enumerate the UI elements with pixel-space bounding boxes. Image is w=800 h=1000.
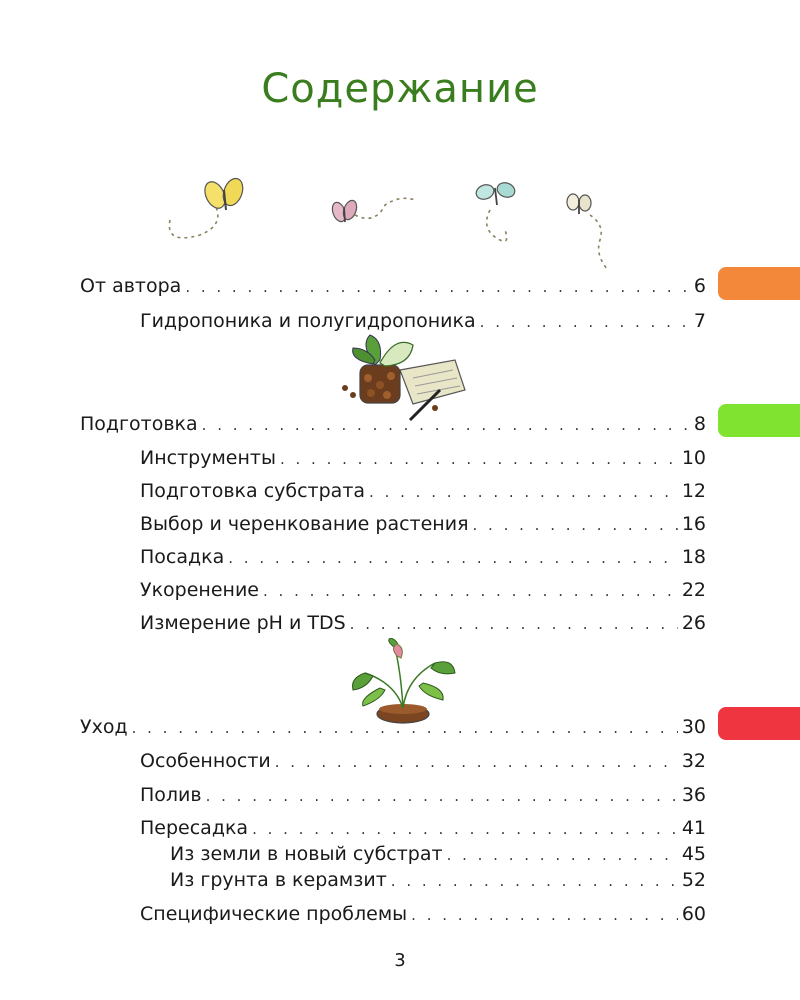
toc-entry-page: 18 (681, 546, 706, 568)
toc-entry[interactable]: От автора 6 (80, 275, 706, 297)
leader-dots (473, 516, 678, 534)
toc-entry-label: Посадка (140, 546, 225, 568)
toc-entry[interactable]: Особенности 32 (140, 750, 706, 772)
toc-entry-page: 6 (693, 275, 706, 297)
page-number: 3 (394, 950, 406, 971)
toc-entry-page: 32 (681, 750, 706, 772)
toc-entry-label: Измерение pH и TDS (140, 612, 346, 634)
blue-butterfly-icon (475, 182, 516, 206)
toc-entry-label: От автора (80, 275, 182, 297)
leader-dots (132, 719, 678, 737)
leader-dots (275, 753, 678, 771)
toc-entry-label: Уход (80, 716, 128, 738)
leader-dots (350, 615, 678, 633)
page-title: Содержание (261, 66, 539, 112)
toc-entry[interactable]: Из земли в новый субстрат 45 (170, 843, 706, 865)
toc-entry-page: 26 (681, 612, 706, 634)
toc-entry[interactable]: Уход 30 (80, 716, 706, 738)
white-butterfly-icon (566, 193, 592, 214)
toc-entry[interactable]: Посадка 18 (140, 546, 706, 568)
toc-entry[interactable]: Подготовка субстрата 12 (140, 480, 706, 502)
leader-dots (447, 846, 678, 864)
leader-dots (480, 313, 690, 331)
plant-jar-illustration (342, 334, 466, 422)
toc-entry-label: Гидропоника и полугидропоника (140, 310, 476, 332)
butterflies-illustration (168, 177, 609, 271)
toc-entry[interactable]: Выбор и черенкование растения 16 (140, 513, 706, 535)
leader-dots (369, 483, 678, 501)
toc-entry-label: Инструменты (140, 447, 276, 469)
toc-entry-label: Выбор и черенкование растения (140, 513, 469, 535)
leader-dots (228, 549, 678, 567)
toc-entry-label: Подготовка (80, 413, 198, 435)
toc-entry[interactable]: Гидропоника и полугидропоника 7 (140, 310, 706, 332)
toc-entry-page: 16 (681, 513, 706, 535)
toc-entry-label: Особенности (140, 750, 271, 772)
toc-entry[interactable]: Из грунта в керамзит 52 (170, 869, 706, 891)
toc-entry[interactable]: Подготовка 8 (80, 413, 706, 435)
toc-entry-page: 45 (681, 843, 706, 865)
leader-dots (252, 820, 678, 838)
leader-dots (263, 582, 678, 600)
potted-plant-illustration (352, 638, 456, 724)
toc-entry-label: Подготовка субстрата (140, 480, 366, 502)
toc-entry[interactable]: Укоренение 22 (140, 579, 706, 601)
leader-dots (411, 906, 678, 924)
toc-entry-page: 7 (693, 310, 706, 332)
toc-entry[interactable]: Измерение pH и TDS 26 (140, 612, 706, 634)
toc-entry[interactable]: Специфические проблемы 60 (140, 903, 706, 925)
section-tab-green (718, 404, 800, 437)
leader-dots (280, 450, 678, 468)
toc-entry[interactable]: Пересадка 41 (140, 817, 706, 839)
toc-entry-page: 52 (681, 869, 706, 891)
toc-entry-page: 22 (681, 579, 706, 601)
toc-entry-label: Пересадка (140, 817, 249, 839)
toc-entry-page: 36 (681, 784, 706, 806)
toc-entry[interactable]: Инструменты 10 (140, 447, 706, 469)
toc-entry-label: Специфические проблемы (140, 903, 408, 925)
toc-entry-label: Из земли в новый субстрат (170, 843, 443, 865)
toc-entry-label: Укоренение (140, 579, 260, 601)
leader-dots (202, 416, 690, 434)
toc-entry-page: 8 (693, 413, 706, 435)
leader-dots (391, 872, 678, 890)
pink-butterfly-icon (331, 199, 358, 223)
toc-entry[interactable]: Полив 36 (140, 784, 706, 806)
toc-entry-label: Полив (140, 784, 202, 806)
toc-entry-page: 10 (681, 447, 706, 469)
yellow-butterfly-icon (204, 177, 244, 211)
toc-entry-page: 30 (681, 716, 706, 738)
leader-dots (185, 278, 690, 296)
section-tab-orange (718, 267, 800, 300)
toc-entry-page: 60 (681, 903, 706, 925)
section-tab-red (718, 707, 800, 740)
toc-entry-label: Из грунта в керамзит (170, 869, 387, 891)
toc-entry-page: 12 (681, 480, 706, 502)
leader-dots (206, 787, 678, 805)
toc-entry-page: 41 (681, 817, 706, 839)
